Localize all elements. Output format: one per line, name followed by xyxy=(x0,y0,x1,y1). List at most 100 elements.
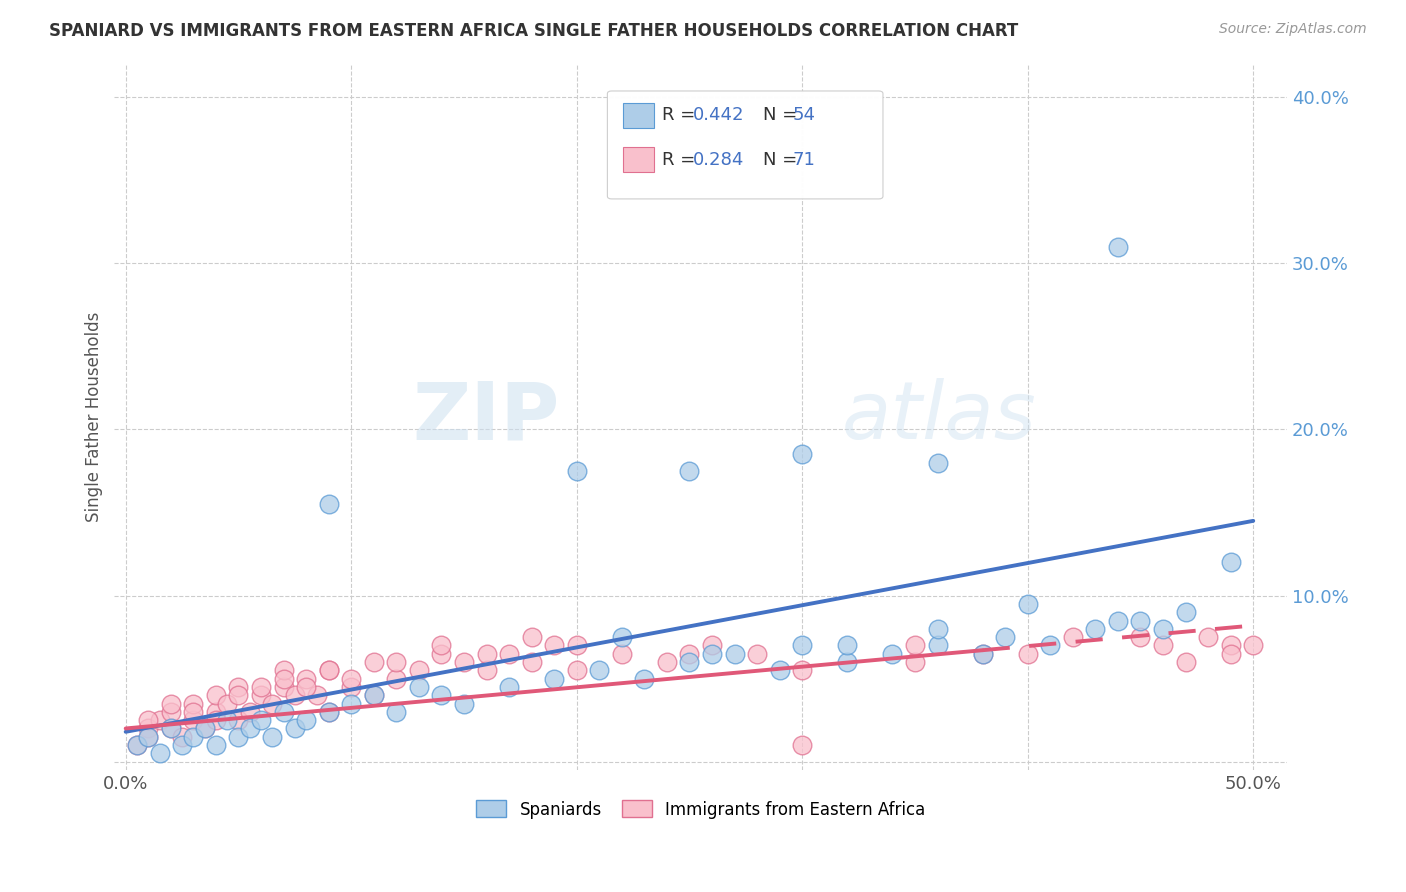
Text: N =: N = xyxy=(763,151,803,169)
Point xyxy=(904,639,927,653)
Point xyxy=(183,730,205,744)
Point xyxy=(1017,647,1039,661)
Point xyxy=(408,680,430,694)
Point xyxy=(475,663,498,677)
Point xyxy=(678,464,700,478)
Text: SPANIARD VS IMMIGRANTS FROM EASTERN AFRICA SINGLE FATHER HOUSEHOLDS CORRELATION : SPANIARD VS IMMIGRANTS FROM EASTERN AFRI… xyxy=(49,22,1018,40)
Point xyxy=(239,705,262,719)
Point xyxy=(610,647,633,661)
Point xyxy=(882,647,904,661)
Point xyxy=(217,713,239,727)
Point xyxy=(1129,614,1152,628)
Point xyxy=(588,663,610,677)
Point xyxy=(183,697,205,711)
Text: atlas: atlas xyxy=(841,378,1036,456)
Point xyxy=(610,630,633,644)
Point xyxy=(837,639,859,653)
Point xyxy=(1107,614,1129,628)
Point xyxy=(904,655,927,669)
Point xyxy=(1241,639,1264,653)
Point xyxy=(217,697,239,711)
Point xyxy=(1197,630,1219,644)
Text: 0.284: 0.284 xyxy=(693,151,745,169)
Point xyxy=(927,639,949,653)
Point xyxy=(273,663,295,677)
Point xyxy=(205,688,228,702)
Point xyxy=(136,730,159,744)
Point xyxy=(363,688,385,702)
Point xyxy=(1017,597,1039,611)
Point xyxy=(136,730,159,744)
Point xyxy=(498,680,520,694)
Text: R =: R = xyxy=(662,106,702,124)
Point xyxy=(340,672,363,686)
Point xyxy=(1174,605,1197,619)
Point xyxy=(148,713,170,727)
Point xyxy=(633,672,655,686)
Point xyxy=(159,722,181,736)
Point xyxy=(792,663,814,677)
Point xyxy=(1152,639,1174,653)
Point xyxy=(273,705,295,719)
Text: Source: ZipAtlas.com: Source: ZipAtlas.com xyxy=(1219,22,1367,37)
Point xyxy=(745,647,768,661)
Point xyxy=(1152,622,1174,636)
Point xyxy=(453,697,475,711)
Point xyxy=(1219,555,1241,569)
Point xyxy=(1129,630,1152,644)
Point xyxy=(972,647,994,661)
Point xyxy=(183,713,205,727)
Point xyxy=(250,713,273,727)
Text: 71: 71 xyxy=(793,151,815,169)
Point xyxy=(520,655,543,669)
Point xyxy=(136,722,159,736)
Point xyxy=(565,639,588,653)
Point xyxy=(262,730,284,744)
Point xyxy=(170,738,193,752)
Point xyxy=(565,663,588,677)
Point xyxy=(1062,630,1084,644)
Point xyxy=(284,688,307,702)
Point xyxy=(194,722,217,736)
Point xyxy=(318,663,340,677)
Point xyxy=(543,639,565,653)
Point xyxy=(228,730,250,744)
Point xyxy=(183,705,205,719)
Point xyxy=(565,464,588,478)
Legend: Spaniards, Immigrants from Eastern Africa: Spaniards, Immigrants from Eastern Afric… xyxy=(470,794,932,825)
Point xyxy=(363,655,385,669)
Point xyxy=(228,680,250,694)
Point xyxy=(385,672,408,686)
Point xyxy=(700,639,723,653)
Point xyxy=(205,738,228,752)
Point xyxy=(262,697,284,711)
Point xyxy=(318,705,340,719)
Point xyxy=(159,722,181,736)
Point xyxy=(792,639,814,653)
Point xyxy=(307,688,329,702)
Point xyxy=(927,622,949,636)
Text: 54: 54 xyxy=(793,106,815,124)
Point xyxy=(250,688,273,702)
Point xyxy=(498,647,520,661)
Point xyxy=(837,655,859,669)
Point xyxy=(295,680,318,694)
Point xyxy=(284,722,307,736)
Point xyxy=(318,705,340,719)
Point xyxy=(520,630,543,644)
Point xyxy=(792,738,814,752)
Point xyxy=(1219,647,1241,661)
Point xyxy=(228,713,250,727)
Point xyxy=(136,713,159,727)
Point xyxy=(205,713,228,727)
Point xyxy=(228,688,250,702)
Point xyxy=(792,447,814,461)
Text: R =: R = xyxy=(662,151,702,169)
Point xyxy=(453,655,475,669)
Point xyxy=(318,497,340,511)
Point xyxy=(385,655,408,669)
Point xyxy=(1107,240,1129,254)
Point xyxy=(1219,639,1241,653)
Point xyxy=(159,705,181,719)
Point xyxy=(927,456,949,470)
